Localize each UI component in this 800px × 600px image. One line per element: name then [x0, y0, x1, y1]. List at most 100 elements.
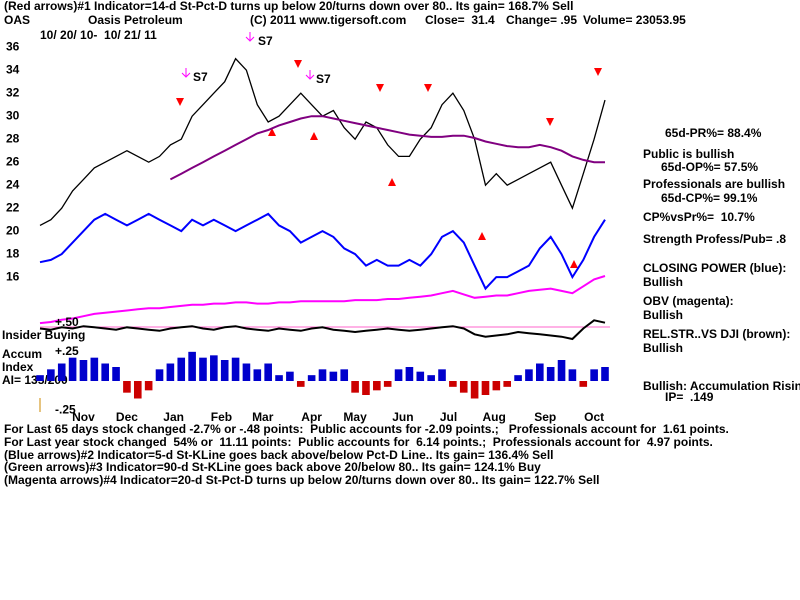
accum-bar — [101, 363, 109, 381]
accum-bar — [177, 357, 186, 381]
side-note: Bullish — [643, 308, 683, 322]
accum-bar — [220, 360, 229, 381]
accum-bar — [601, 367, 609, 381]
accum-bar — [264, 363, 272, 381]
footer-line: For Last 65 days stock changed -2.7% or … — [4, 422, 729, 436]
y-tick-label: 16 — [6, 269, 20, 283]
signal-label: S7 — [316, 72, 331, 86]
side-note: Bullish — [643, 341, 683, 355]
accum-bar — [210, 355, 218, 381]
y-tick-label: 36 — [6, 39, 20, 53]
side-note: Professionals are bullish — [643, 177, 785, 191]
side-note: 65d-OP%= 57.5% — [661, 160, 758, 174]
accum-bar — [144, 381, 153, 391]
accum-bar — [90, 357, 99, 381]
accum-bar — [470, 381, 479, 399]
y-tick-label: +.25 — [55, 344, 79, 358]
accum-bar — [242, 363, 251, 381]
accum-bar — [438, 369, 446, 381]
footer-line: For Last year stock changed 54% or 11.11… — [4, 435, 713, 449]
accum-bar — [405, 367, 414, 381]
accum-bar — [449, 381, 457, 387]
y-tick-label: 34 — [6, 62, 20, 76]
left-label: Accum — [2, 347, 42, 361]
accum-bar — [536, 363, 544, 381]
x-tick-label: Apr — [301, 410, 322, 424]
x-tick-label: Feb — [211, 410, 232, 424]
series-line — [39, 319, 606, 341]
accum-bar — [199, 357, 207, 381]
x-tick-label: Dec — [116, 410, 138, 424]
accum-bar — [427, 375, 435, 381]
side-note: Strength Profess/Pub= .8 — [643, 232, 786, 246]
y-tick-label: 22 — [6, 200, 20, 214]
accum-bar — [307, 375, 316, 381]
left-label: Index — [2, 360, 34, 374]
accum-bar — [394, 369, 403, 381]
side-note: IP= .149 — [665, 390, 714, 404]
accum-bar — [525, 369, 533, 381]
accum-bar — [481, 381, 490, 395]
y-tick-label: 32 — [6, 85, 20, 99]
indicator-line: (Red arrows)#1 Indicator=14-d St-Pct-D t… — [4, 0, 573, 13]
accum-bar — [416, 371, 425, 381]
series-line — [39, 212, 606, 291]
accum-bar — [590, 369, 598, 381]
accum-bar — [36, 375, 44, 381]
x-tick-label: Mar — [252, 410, 274, 424]
side-note: 65d-CP%= 99.1% — [661, 191, 758, 205]
accum-bar — [166, 363, 175, 381]
footer-line: (Magenta arrows)#4 Indicator=20-d St-Pct… — [4, 473, 599, 487]
copyright: (C) 2011 www.tigersoft.com — [250, 13, 406, 27]
change: Change= .95 — [506, 13, 577, 27]
accum-bar — [57, 363, 66, 381]
accum-bar — [155, 369, 164, 381]
accum-bar — [123, 381, 131, 393]
accum-bar — [568, 369, 577, 381]
x-tick-label: Jan — [163, 410, 184, 424]
side-note: Bullish: Accumulation Rising — [643, 379, 800, 393]
y-tick-label: 30 — [6, 108, 20, 122]
legend-label: REL.STR..VS DJI (brown): — [643, 327, 790, 341]
accum-bar — [318, 369, 327, 381]
legend-label: CLOSING POWER (blue): — [643, 261, 786, 275]
signal-arrows — [176, 32, 602, 268]
accum-bar — [546, 367, 555, 381]
footer-line: (Blue arrows)#2 Indicator=5-d St-KLine g… — [4, 448, 554, 462]
y-tick-label: -.25 — [55, 402, 76, 416]
x-tick-label: Aug — [483, 410, 506, 424]
side-note: Bullish — [643, 275, 683, 289]
accum-bar — [514, 375, 522, 381]
x-tick-label: Nov — [72, 410, 95, 424]
accum-bar — [340, 369, 349, 381]
accum-bar — [253, 369, 262, 381]
side-note: Public is bullish — [643, 147, 734, 161]
accum-bar — [47, 369, 55, 381]
accum-bar — [68, 357, 77, 381]
accum-bar — [557, 360, 566, 381]
accum-bar — [133, 381, 142, 399]
x-tick-label: Oct — [584, 410, 604, 424]
left-label: Insider Buying — [2, 328, 85, 342]
accum-bar — [492, 381, 501, 391]
footer-line: (Green arrows)#3 Indicator=90-d St-KLine… — [4, 460, 541, 474]
y-tick-label: 20 — [6, 223, 20, 237]
accum-bar — [275, 375, 283, 381]
side-note: 65d-PR%= 88.4% — [665, 126, 762, 140]
volume: Volume= 23053.95 — [583, 13, 686, 27]
x-tick-label: May — [343, 410, 367, 424]
accum-bar — [231, 357, 240, 381]
y-tick-label: 26 — [6, 154, 20, 168]
accum-bar — [579, 381, 588, 387]
series-line — [39, 275, 606, 325]
accum-bar — [362, 381, 370, 395]
accum-bar — [188, 351, 196, 381]
x-tick-label: Jun — [392, 410, 413, 424]
company: Oasis Petroleum — [88, 13, 183, 27]
accum-bar — [351, 381, 359, 393]
symbol: OAS — [4, 13, 30, 27]
series-line — [169, 115, 605, 181]
signal-label: S7 — [193, 70, 208, 84]
